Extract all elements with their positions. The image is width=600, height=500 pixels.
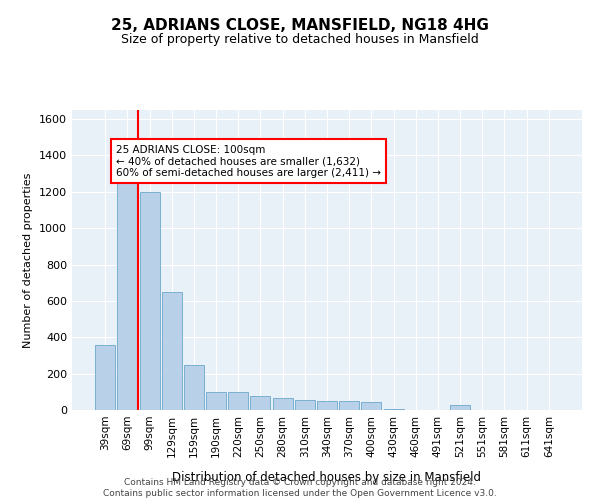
Bar [140,192,160,410]
Bar [317,401,337,410]
Bar [184,366,204,410]
Bar [250,396,271,410]
Bar [118,180,137,410]
Bar [295,400,315,410]
Bar [206,392,226,410]
Bar [228,392,248,410]
Text: 25 ADRIANS CLOSE: 100sqm
← 40% of detached houses are smaller (1,632)
60% of sem: 25 ADRIANS CLOSE: 100sqm ← 40% of detach… [116,144,381,178]
Bar [383,409,404,410]
Bar [162,292,182,410]
Y-axis label: Number of detached properties: Number of detached properties [23,172,34,348]
Bar [450,404,470,410]
Text: Size of property relative to detached houses in Mansfield: Size of property relative to detached ho… [121,32,479,46]
X-axis label: Distribution of detached houses by size in Mansfield: Distribution of detached houses by size … [173,471,482,484]
Bar [339,402,359,410]
Bar [272,398,293,410]
Text: 25, ADRIANS CLOSE, MANSFIELD, NG18 4HG: 25, ADRIANS CLOSE, MANSFIELD, NG18 4HG [111,18,489,32]
Bar [361,402,382,410]
Bar [95,344,115,410]
Text: Contains HM Land Registry data © Crown copyright and database right 2024.
Contai: Contains HM Land Registry data © Crown c… [103,478,497,498]
